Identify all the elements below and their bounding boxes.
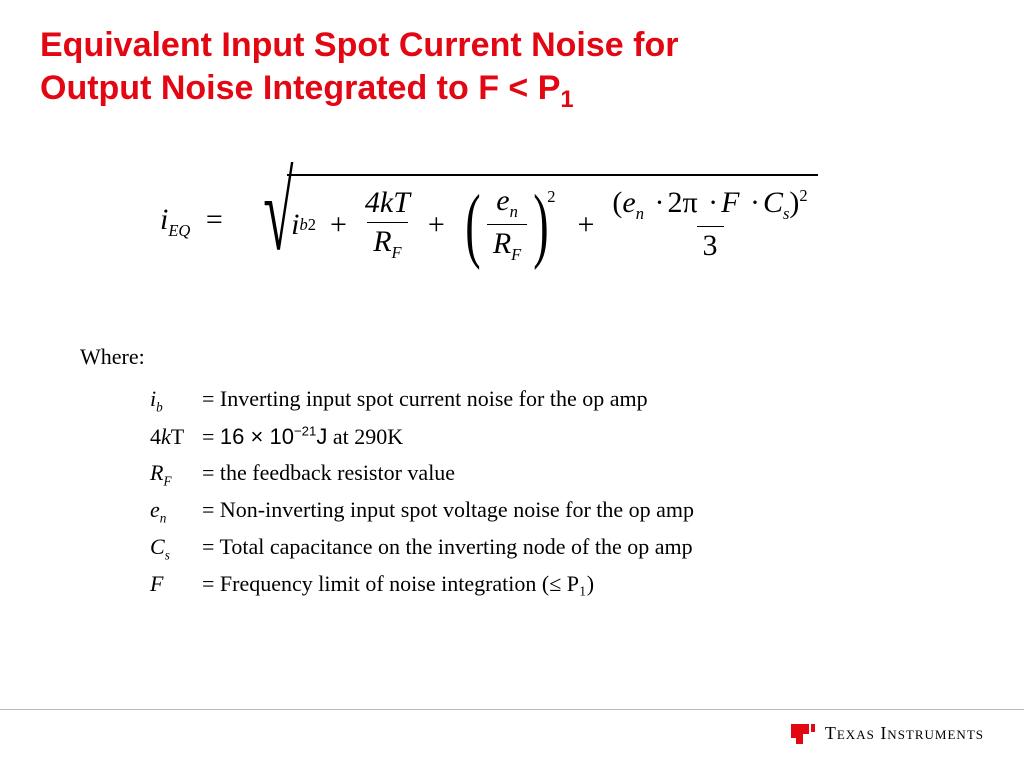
t4-sup: 2	[799, 186, 807, 205]
t3-num-base: e	[496, 184, 509, 217]
d4kt-sup: −21	[294, 423, 316, 438]
t2-den-sub: F	[392, 243, 402, 262]
def-f: F = Frequency limit of noise integration…	[150, 566, 984, 602]
t4-e: e	[622, 186, 635, 219]
t4-d2: ·	[708, 186, 718, 219]
def-ib-text: = Inverting input spot current noise for…	[202, 381, 648, 417]
term-ib2: ib2	[291, 208, 316, 242]
t4-C: C	[763, 186, 783, 219]
d4kt-val: 16 × 10	[220, 424, 294, 449]
def-cs-text: = Total capacitance on the inverting nod…	[202, 529, 693, 565]
t3-den: RF	[487, 224, 527, 265]
t4-d3: ·	[750, 186, 760, 219]
sym-f-b: F	[150, 571, 163, 596]
t2-num: 4kT	[361, 186, 414, 222]
t3-num-sub: n	[510, 202, 518, 221]
t1-sup: 2	[308, 215, 316, 235]
plus1: +	[330, 208, 347, 242]
eq-equals: =	[206, 203, 223, 236]
t3-num: en	[492, 184, 522, 224]
def-rf: RF = the feedback resistor value	[150, 455, 984, 492]
d4kt-suf: at 290K	[327, 424, 403, 449]
t1-sub: b	[299, 215, 307, 235]
sym-ib-s: b	[156, 400, 163, 415]
t3-frac: en RF	[487, 184, 527, 265]
sym-en-s: n	[160, 510, 167, 525]
t4-den: 3	[697, 226, 724, 263]
term-4kt-rf: 4kT RF	[361, 186, 414, 263]
sqrt-group: √ ib2 + 4kT RF + ( en RF )	[233, 174, 818, 269]
sqrt-body: ib2 + 4kT RF + ( en RF ) 2 +	[287, 174, 818, 269]
sym-cs: Cs	[150, 529, 202, 566]
def-cs: Cs = Total capacitance on the inverting …	[150, 529, 984, 566]
term-en-rf-sq: ( en RF ) 2	[459, 184, 564, 265]
ti-logo: Texas Instruments	[789, 720, 984, 746]
sym-ib: ib	[150, 381, 202, 418]
sym-rf: RF	[150, 455, 202, 492]
t3-sup: 2	[547, 187, 555, 207]
title-sub: 1	[560, 85, 573, 112]
t2-den: RF	[367, 222, 407, 263]
d4kt-pre: =	[202, 424, 220, 449]
sym-rf-s: F	[163, 473, 171, 488]
t3-den-sub: F	[511, 245, 521, 264]
title-line1: Equivalent Input Spot Current Noise for	[40, 26, 678, 64]
plus2: +	[428, 208, 445, 242]
t4-d1: ·	[654, 186, 664, 219]
slide-title: Equivalent Input Spot Current Noise for …	[40, 24, 984, 114]
t3-den-base: R	[493, 227, 511, 260]
t4-F: F	[721, 186, 739, 219]
title-line2: Output Noise Integrated to F < P	[40, 69, 560, 107]
where-block: Where: ib = Inverting input spot current…	[80, 339, 984, 603]
ti-brand-text: Texas Instruments	[825, 723, 984, 744]
sym-cs-b: C	[150, 534, 165, 559]
def-f-text: = Frequency limit of noise integration (…	[202, 566, 594, 602]
t4-rp: )	[789, 186, 799, 219]
plus3: +	[577, 208, 594, 242]
sym-rf-b: R	[150, 460, 163, 485]
t4-esub: n	[636, 204, 644, 223]
t4-lp: (	[612, 186, 622, 219]
main-equation: iEQ = √ ib2 + 4kT RF + ( en RF	[160, 174, 984, 269]
sym-4kt: 4kT	[150, 419, 202, 455]
def-4kt-text: = 16 × 10−21J at 290K	[202, 419, 403, 455]
eq-lhs: iEQ =	[160, 203, 223, 241]
t4-num: (en ·2π ·F ·Cs)2	[608, 186, 811, 226]
t4-2pi: 2π	[667, 186, 697, 219]
sqrt-sign: √	[263, 166, 293, 260]
term-en2pifcs: (en ·2π ·F ·Cs)2 3	[608, 186, 811, 263]
def-ib: ib = Inverting input spot current noise …	[150, 381, 984, 418]
def-en-text: = Non-inverting input spot voltage noise…	[202, 492, 694, 528]
sym-cs-s: s	[165, 548, 170, 563]
where-label: Where:	[80, 339, 984, 375]
sym-en: en	[150, 492, 202, 529]
d4kt-unit: J	[316, 424, 327, 449]
def-rf-text: = the feedback resistor value	[202, 455, 455, 491]
def-4kt: 4kT = 16 × 10−21J at 290K	[150, 419, 984, 455]
lparen1: (	[465, 191, 480, 258]
ti-chip-icon	[789, 720, 817, 746]
t2-num-text: 4kT	[365, 186, 410, 219]
eq-lhs-sub: EQ	[168, 221, 190, 240]
footer: Texas Instruments	[0, 709, 1024, 746]
sym-en-b: e	[150, 497, 160, 522]
t2-den-base: R	[373, 225, 391, 258]
sym-f: F	[150, 566, 202, 602]
def-en: en = Non-inverting input spot voltage no…	[150, 492, 984, 529]
